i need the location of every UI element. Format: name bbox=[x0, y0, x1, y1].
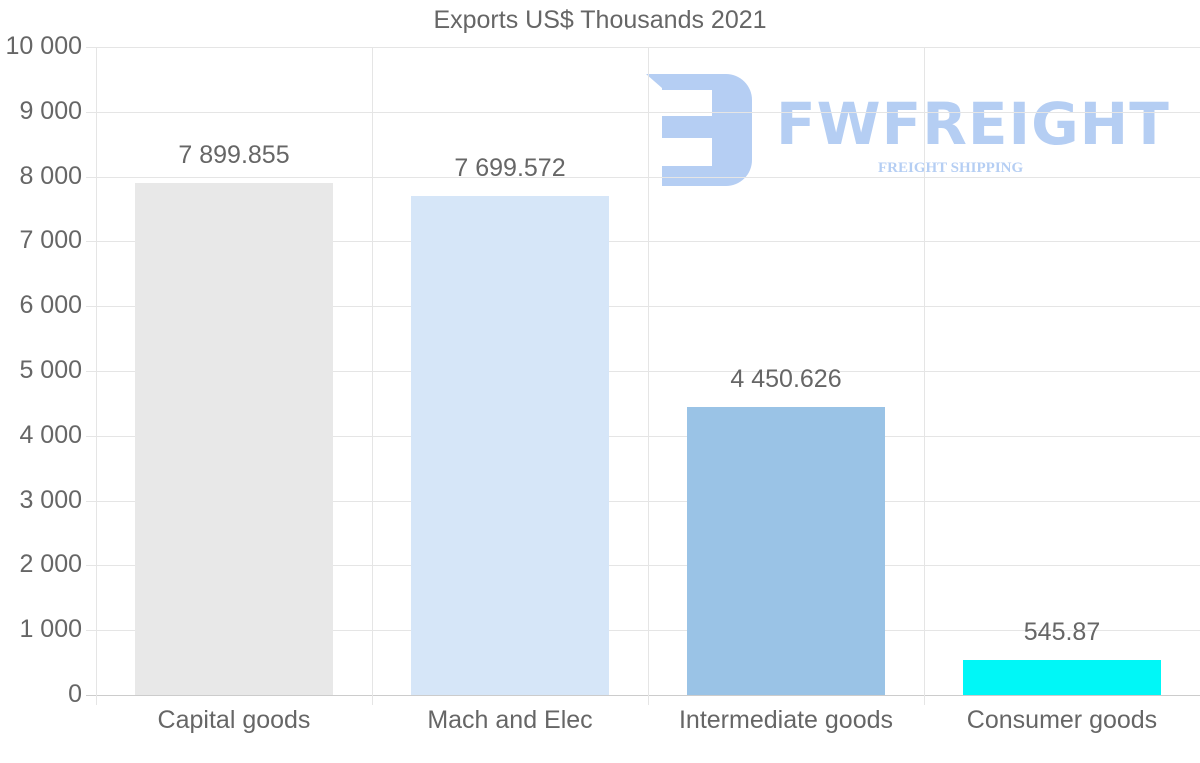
x-category-label: Consumer goods bbox=[966, 706, 1158, 734]
gridline-y bbox=[86, 435, 1200, 437]
bar-mach-and-elec[interactable] bbox=[410, 196, 610, 695]
gridline-y bbox=[86, 241, 1200, 243]
gridline-y bbox=[86, 176, 1200, 178]
bar-value-label: 7 899.855 bbox=[178, 141, 290, 170]
bar-intermediate-goods[interactable] bbox=[686, 406, 886, 695]
gridline-y bbox=[86, 630, 1200, 632]
y-tick-label: 2 000 bbox=[19, 550, 82, 579]
gridline-x bbox=[96, 47, 97, 705]
y-tick-label: 10 000 bbox=[5, 32, 82, 60]
y-tick-label: 6 000 bbox=[19, 291, 82, 320]
y-tick-label: 1 000 bbox=[19, 615, 82, 644]
y-tick-label: 4 000 bbox=[19, 420, 82, 449]
y-tick-label: 8 000 bbox=[19, 161, 82, 190]
y-tick-label: 3 000 bbox=[19, 485, 82, 514]
y-tick-label: 0 bbox=[68, 680, 82, 708]
y-tick-label: 7 000 bbox=[19, 226, 82, 255]
bar-capital-goods[interactable] bbox=[134, 183, 334, 695]
gridline-y bbox=[86, 47, 1200, 48]
y-tick-label: 5 000 bbox=[19, 356, 82, 384]
gridline-y bbox=[86, 695, 1200, 696]
bar-consumer-goods[interactable] bbox=[962, 659, 1162, 695]
bar-value-label: 7 699.572 bbox=[454, 154, 566, 183]
gridline-x bbox=[648, 47, 649, 705]
fwfreight-logo-icon bbox=[646, 74, 752, 186]
gridline-y bbox=[86, 371, 1200, 372]
bar-value-label: 545.87 bbox=[1023, 617, 1101, 646]
x-category-label: Mach and Elec bbox=[427, 706, 593, 734]
y-tick-label: 9 000 bbox=[19, 96, 82, 125]
gridline-y bbox=[86, 565, 1200, 567]
x-category-label: Intermediate goods bbox=[678, 706, 894, 734]
plot-area: 7 899.855 7 699.572 4 450.626 545.87 bbox=[86, 47, 1200, 705]
watermark-tagline: FREIGHT SHIPPING bbox=[878, 160, 1024, 176]
fwfreight-watermark: FWFREIGHT FREIGHT SHIPPING bbox=[646, 74, 1169, 186]
watermark-brand: FWFREIGHT bbox=[776, 90, 1170, 158]
chart-title: Exports US$ Thousands 2021 bbox=[433, 6, 767, 34]
gridline-x bbox=[924, 47, 925, 705]
gridline-y bbox=[86, 500, 1200, 502]
gridline-x bbox=[372, 47, 373, 705]
gridline-y bbox=[86, 306, 1200, 308]
x-category-label: Capital goods bbox=[157, 706, 311, 734]
bar-value-label: 4 450.626 bbox=[730, 364, 842, 393]
gridline-y bbox=[86, 111, 1200, 113]
